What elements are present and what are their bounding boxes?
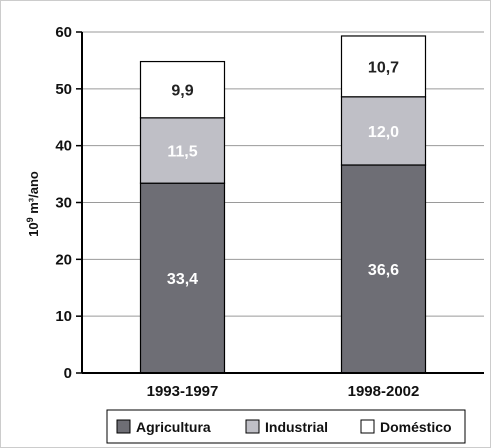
- y-tick-label: 60: [55, 24, 72, 41]
- bar-segment-doméstico: [139, 60, 226, 119]
- legend-label: Agricultura: [136, 419, 211, 435]
- legend-label: Industrial: [265, 419, 328, 435]
- x-tick-label: 1998-2002: [348, 383, 420, 400]
- legend-box: [106, 409, 466, 444]
- y-tick-label: 20: [55, 251, 72, 268]
- legend: Agricultura Industrial Doméstico: [106, 409, 466, 444]
- bar-segment-agricultura: [139, 182, 226, 374]
- y-tick-label: 0: [64, 365, 72, 382]
- data-label: 10,7: [368, 59, 399, 76]
- y-tick-label: 40: [55, 138, 72, 155]
- legend-swatch: [245, 419, 260, 434]
- legend-swatch: [360, 419, 375, 434]
- y-axis-label: 109 m³/ano: [25, 171, 41, 237]
- y-tick-label: 10: [55, 308, 72, 325]
- y-tick-label: 30: [55, 195, 72, 212]
- data-label: 36,6: [368, 262, 399, 279]
- y-tick-label: 50: [55, 81, 72, 98]
- legend-swatch: [116, 419, 131, 434]
- data-label: 33,4: [167, 271, 198, 288]
- data-label: 12,0: [368, 124, 399, 141]
- data-label: 9,9: [171, 83, 193, 100]
- y-ticks: 0 10 20 30 40 50 60: [55, 24, 82, 382]
- bar-segment-industrial: [340, 96, 427, 166]
- data-label: 11,5: [167, 143, 197, 160]
- bar-segment-industrial: [139, 117, 226, 184]
- legend-label: Doméstico: [380, 419, 452, 435]
- x-ticks: 1993-1997 1998-2002: [147, 383, 420, 400]
- bars: 33,4 11,5 9,9 36,6 12,0 10,7: [139, 35, 427, 374]
- x-tick-label: 1993-1997: [147, 383, 219, 400]
- bar-segment-doméstico: [340, 35, 427, 98]
